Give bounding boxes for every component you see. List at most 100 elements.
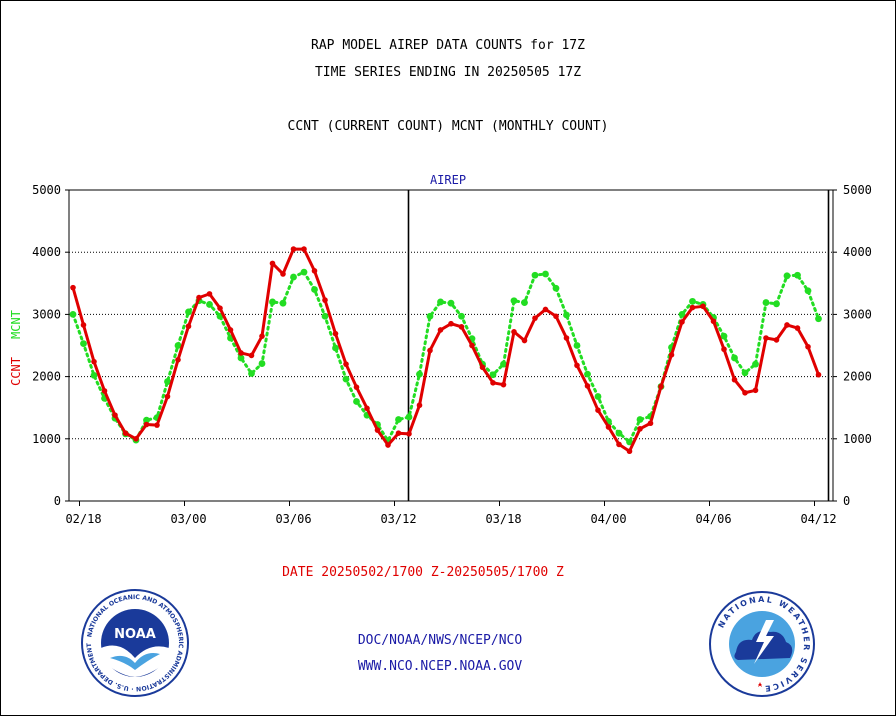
y-tick-label-right: 2000 <box>843 370 872 384</box>
data-point-mcnt <box>174 342 182 349</box>
data-point-ccnt <box>248 352 255 359</box>
data-point-ccnt <box>658 383 664 390</box>
data-point-ccnt <box>238 350 244 356</box>
data-point-mcnt <box>678 311 686 318</box>
data-point-mcnt <box>143 416 150 424</box>
data-point-mcnt <box>90 371 98 379</box>
x-tick-label: 04/12 <box>800 512 836 526</box>
data-point-ccnt <box>553 313 559 320</box>
series-line-ccnt <box>71 247 820 453</box>
data-point-mcnt <box>531 271 539 279</box>
data-point-ccnt <box>689 304 696 311</box>
data-point-mcnt <box>626 438 633 446</box>
data-point-ccnt <box>511 329 517 335</box>
data-point-ccnt <box>647 420 654 427</box>
data-point-ccnt <box>280 271 286 277</box>
website-link[interactable]: WWW.NCO.NCEP.NOAA.GOV <box>357 659 523 674</box>
data-point-mcnt <box>552 284 560 292</box>
data-point-mcnt <box>405 413 413 421</box>
data-point-ccnt <box>574 362 580 369</box>
data-point-ccnt <box>595 407 601 413</box>
noaa-logo: NATIONAL OCEANIC AND ATMOSPHERIC ADMINIS… <box>80 588 189 697</box>
data-point-mcnt <box>437 298 444 306</box>
data-point-mcnt <box>311 286 318 293</box>
data-point-mcnt <box>206 301 213 308</box>
data-point-ccnt <box>721 346 727 353</box>
data-point-ccnt <box>805 343 811 350</box>
data-point-ccnt <box>490 380 496 386</box>
data-point-ccnt <box>185 323 192 330</box>
data-point-ccnt <box>175 357 181 363</box>
data-point-mcnt <box>416 370 423 378</box>
data-point-ccnt <box>311 268 318 274</box>
data-point-ccnt <box>343 361 349 367</box>
chart-title: AIREP <box>430 173 466 187</box>
data-point-ccnt <box>500 381 507 388</box>
data-point-mcnt <box>752 360 759 368</box>
data-point-mcnt <box>762 299 770 306</box>
data-point-ccnt <box>532 315 538 321</box>
y-tick-label-right: 0 <box>843 494 850 508</box>
grid-lines <box>69 251 833 440</box>
data-point-ccnt <box>784 322 790 328</box>
x-tick-label: 02/18 <box>65 512 101 526</box>
data-point-mcnt <box>542 270 549 278</box>
data-point-ccnt <box>217 305 223 311</box>
data-point-ccnt <box>763 335 769 341</box>
series-mcnt <box>69 268 822 446</box>
data-point-mcnt <box>342 375 350 383</box>
data-point-ccnt <box>679 319 685 325</box>
data-point-ccnt <box>364 405 370 412</box>
data-point-ccnt <box>626 448 633 455</box>
y-axis-label-ccnt: CCNT <box>9 357 23 386</box>
data-point-mcnt <box>258 360 266 367</box>
data-point-mcnt <box>773 300 780 308</box>
data-point-ccnt <box>101 388 108 394</box>
data-point-mcnt <box>500 360 507 368</box>
data-point-ccnt <box>616 441 622 448</box>
data-point-mcnt <box>815 315 822 323</box>
data-point-ccnt <box>668 352 675 358</box>
data-point-ccnt <box>416 402 423 409</box>
data-point-mcnt <box>731 354 738 362</box>
date-range-label: DATE 20250502/1700 Z-20250505/1700 Z <box>282 565 564 580</box>
data-point-ccnt <box>437 327 444 333</box>
data-point-mcnt <box>458 312 465 320</box>
data-point-ccnt <box>427 347 433 354</box>
data-point-mcnt <box>69 311 77 318</box>
series-line-mcnt <box>71 270 820 444</box>
data-point-mcnt <box>594 393 602 400</box>
y-tick-label-right: 5000 <box>843 183 872 197</box>
plot-frame <box>68 189 834 502</box>
data-point-mcnt <box>573 342 581 349</box>
x-tick-label: 03/18 <box>485 512 521 526</box>
y-tick-label-left: 0 <box>54 494 61 508</box>
data-point-ccnt <box>385 442 391 448</box>
data-point-ccnt <box>542 306 549 313</box>
data-point-ccnt <box>154 422 160 428</box>
data-point-mcnt <box>741 369 749 377</box>
x-tick-label: 03/06 <box>275 512 311 526</box>
data-point-ccnt <box>479 364 486 371</box>
y-tick-label-right: 4000 <box>843 245 872 259</box>
data-point-ccnt <box>563 335 570 341</box>
x-tick-label: 03/12 <box>380 512 416 526</box>
x-tick-label: 04/00 <box>590 512 626 526</box>
data-point-mcnt <box>521 299 528 306</box>
data-point-mcnt <box>426 312 434 320</box>
data-point-ccnt <box>700 303 706 310</box>
noaa-center-text: NOAA <box>114 627 156 642</box>
data-point-ccnt <box>80 322 87 328</box>
data-point-ccnt <box>374 427 381 433</box>
series-ccnt <box>70 246 822 455</box>
data-point-mcnt <box>636 416 644 423</box>
data-point-mcnt <box>185 308 192 316</box>
day-separators <box>407 190 830 501</box>
data-point-mcnt <box>248 370 255 377</box>
data-point-ccnt <box>469 342 475 349</box>
data-point-ccnt <box>794 325 801 331</box>
y-tick-label-left: 3000 <box>32 307 61 321</box>
data-point-mcnt <box>300 268 308 276</box>
y-tick-label-left: 4000 <box>32 245 61 259</box>
